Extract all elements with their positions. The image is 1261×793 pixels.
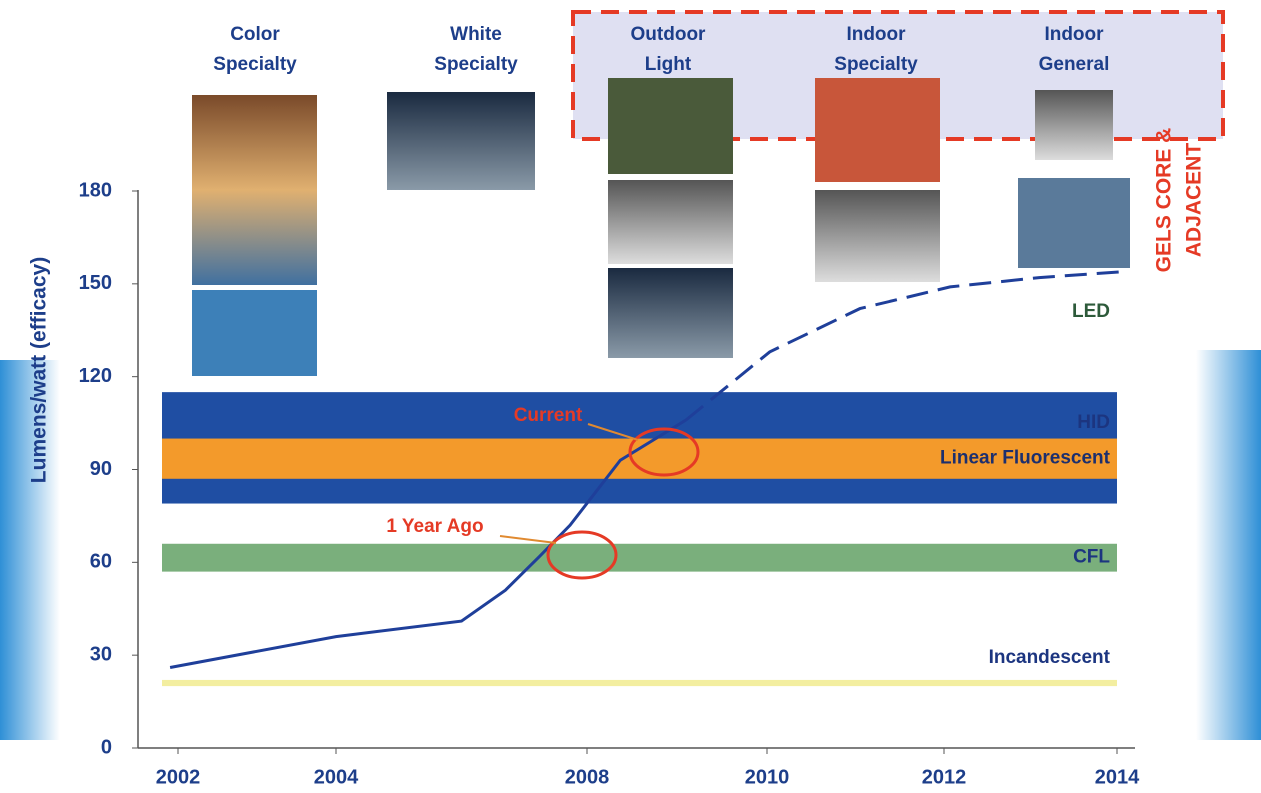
- focus-label: ADJACENT: [1183, 143, 1206, 258]
- photo: [1035, 90, 1113, 160]
- band-label: HID: [1077, 412, 1110, 433]
- application-label: Specialty: [213, 54, 297, 75]
- annotation: Current: [514, 405, 583, 426]
- y-tick-label: 30: [90, 643, 112, 665]
- photo: [608, 268, 733, 358]
- y-tick-label: 90: [90, 458, 112, 480]
- application-label: Indoor: [846, 24, 906, 45]
- annotation: 1 Year Ago: [386, 516, 483, 537]
- photo: [1018, 178, 1130, 268]
- photo: [192, 95, 317, 285]
- application-label: Specialty: [434, 54, 518, 75]
- application-label: Color: [230, 24, 280, 45]
- x-tick-label: 2012: [922, 766, 967, 788]
- application-label: Light: [645, 54, 692, 75]
- x-tick-label: 2008: [565, 766, 610, 788]
- band: [162, 680, 1117, 686]
- application-label: General: [1039, 54, 1110, 75]
- photo: [192, 290, 317, 376]
- y-tick-label: 180: [79, 179, 112, 201]
- band-label: Incandescent: [989, 647, 1111, 668]
- x-tick-label: 2004: [314, 766, 359, 788]
- band: [162, 544, 1117, 572]
- application-label: Specialty: [834, 54, 918, 75]
- photo: [608, 180, 733, 264]
- decoration: [1196, 350, 1261, 740]
- photo: [387, 92, 535, 190]
- focus-label: GELS CORE &: [1153, 128, 1176, 273]
- annotation-leader: [500, 536, 556, 543]
- application-label: White: [450, 24, 502, 45]
- x-tick-label: 2010: [745, 766, 790, 788]
- y-tick-label: 120: [79, 365, 112, 387]
- y-tick-label: 150: [79, 272, 112, 294]
- y-tick-label: 60: [90, 551, 112, 573]
- photo: [608, 78, 733, 174]
- application-label: Outdoor: [631, 24, 707, 45]
- x-tick-label: 2002: [156, 766, 201, 788]
- band-label: Linear Fluorescent: [940, 448, 1111, 469]
- photo: [815, 190, 940, 282]
- y-axis-label: Lumens/watt (efficacy): [28, 257, 51, 483]
- x-tick-label: 2014: [1095, 766, 1140, 788]
- application-label: Indoor: [1044, 24, 1104, 45]
- legend-label: LED: [1072, 301, 1110, 322]
- y-tick-label: 0: [101, 736, 112, 758]
- band-label: CFL: [1073, 547, 1110, 568]
- chart: Lumens/watt (efficacy) 0 30 60 90 120 150 180 2…: [0, 0, 1261, 793]
- photo: [815, 78, 940, 182]
